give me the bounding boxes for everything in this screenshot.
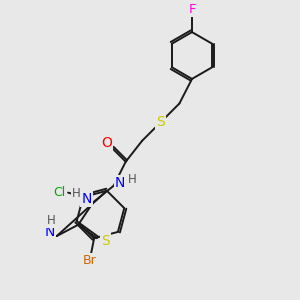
Text: N: N (82, 192, 92, 206)
Text: H: H (71, 187, 80, 200)
Text: O: O (101, 136, 112, 150)
Text: Br: Br (83, 254, 97, 267)
Text: N: N (115, 176, 125, 190)
Text: Cl: Cl (54, 185, 66, 199)
Text: S: S (101, 234, 110, 248)
Text: F: F (188, 3, 196, 16)
Text: S: S (156, 115, 165, 129)
Text: H: H (47, 214, 56, 227)
Text: H: H (128, 172, 137, 186)
Text: N: N (45, 225, 55, 238)
